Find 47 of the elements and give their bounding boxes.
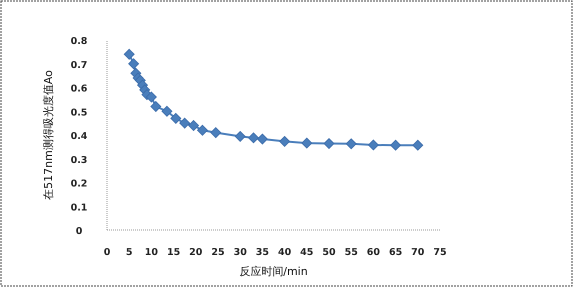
point: [390, 140, 401, 151]
point: [124, 48, 135, 60]
x-tick-label: 65: [388, 247, 402, 258]
point: [150, 101, 162, 112]
x-axis-title: 反应时间/min: [239, 265, 308, 278]
point: [162, 106, 172, 117]
x-tick-label: 5: [126, 247, 133, 258]
x-tick-label: 70: [411, 247, 425, 258]
x-tick-label: 60: [366, 247, 380, 258]
point: [210, 127, 222, 138]
point: [301, 138, 312, 148]
y-tick-label: 0.5: [70, 107, 88, 118]
point: [257, 134, 268, 144]
point: [279, 136, 290, 147]
point: [234, 131, 246, 142]
x-tick-label: 30: [234, 247, 248, 258]
x-tick-label: 35: [256, 247, 270, 258]
x-tick-label: 25: [211, 247, 225, 258]
y-tick-label: 0.3: [70, 154, 88, 166]
x-tick-label: 15: [166, 247, 180, 258]
x-tick-label: 75: [433, 247, 447, 258]
point: [324, 138, 334, 149]
y-tick-label: 0.1: [70, 202, 88, 214]
x-tick-label: 55: [344, 247, 358, 258]
point: [368, 140, 379, 150]
y-tick-label: 0.2: [70, 178, 88, 190]
x-tick-label: 45: [300, 247, 314, 258]
point: [146, 92, 157, 102]
point: [179, 118, 190, 129]
point: [248, 132, 259, 144]
y-tick-label: 0.7: [70, 60, 88, 71]
x-tick-label: 20: [189, 247, 203, 258]
point: [128, 58, 140, 70]
y-tick-label: 0.4: [70, 131, 88, 142]
point: [346, 138, 357, 150]
y-tick-label: 0.8: [70, 36, 88, 47]
x-tick-label: 40: [278, 247, 292, 258]
x-tick-label: 50: [322, 247, 336, 258]
x-tick-label: 0: [104, 247, 111, 258]
y-tick-label: 0: [76, 226, 83, 237]
point: [170, 112, 182, 124]
point: [188, 120, 199, 131]
y-tick-label: 0.6: [70, 84, 88, 94]
y-axis-title: 在517nm测得吸光度值Ao: [42, 70, 55, 200]
point: [412, 140, 424, 151]
x-tick-label: 10: [144, 247, 158, 258]
point: [197, 124, 208, 136]
